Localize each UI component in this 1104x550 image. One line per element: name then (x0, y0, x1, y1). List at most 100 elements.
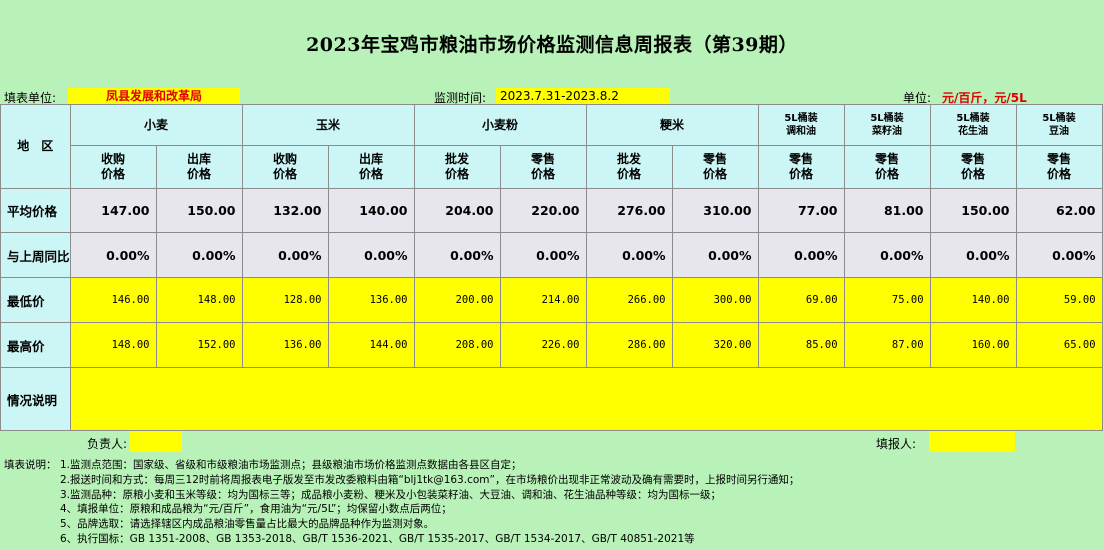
reporter-value (929, 431, 1015, 452)
value-cell: 87.00 (843, 322, 931, 368)
note-line: 6、执行国标：GB 1351-2008、GB 1353-2018、GB/T 15… (4, 532, 1100, 547)
measure-label: 单位: (903, 91, 932, 105)
measure-value: 元/百斤，元/5L (942, 91, 1027, 105)
value-cell: 0.00% (843, 232, 931, 278)
value-cell: 0.00% (155, 232, 243, 278)
value-cell: 226.00 (499, 322, 587, 368)
value-cell: 0.00% (929, 232, 1017, 278)
sub-header: 零售 价格 (499, 145, 587, 189)
value-cell: 77.00 (757, 188, 845, 233)
table-row: 最低价 146.00 148.00 128.00 136.00 200.00 214.00 2… (0, 277, 1103, 323)
period-value: 2023.7.31-2023.8.2 (496, 88, 670, 104)
oil-header: 5L桶装 花生油 (929, 104, 1017, 146)
note-line: 填表说明： 1.监测点范围：国家级、省级和市级粮油市场监测点；县级粮油市场价格监测… (4, 458, 1100, 473)
value-cell: 0.00% (413, 232, 501, 278)
note-line: 2.报送时间和方式：每周三12时前将周报表电子版发至市发改委粮料由箱“blj1t… (4, 473, 1100, 488)
notes-block: 填表说明： 1.监测点范围：国家级、省级和市级粮油市场监测点；县级粮油市场价格监测… (4, 458, 1100, 547)
table-row: 平均价格 147.00 150.00 132.00 140.00 204.00 220.00… (0, 188, 1103, 233)
header-row-groups: 地 区小麦 玉米 小麦粉 粳米 5L桶装 调和油 5L桶装 菜籽油 5L桶装 花生油 5L桶装… (0, 104, 1103, 189)
sub-header: 零售 价格 (757, 145, 845, 189)
value-cell: 140.00 (327, 188, 415, 233)
value-cell: 150.00 (929, 188, 1017, 233)
note-text: 6、执行国标：GB 1351-2008、GB 1353-2018、GB/T 15… (60, 532, 695, 545)
row-label: 与上周同比 (0, 232, 71, 278)
value-cell: 148.00 (155, 277, 243, 323)
group-header: 小麦 (69, 104, 243, 146)
value-cell: 148.00 (69, 322, 157, 368)
value-cell: 147.00 (69, 188, 157, 233)
value-cell: 200.00 (413, 277, 501, 323)
note-text: 3.监测品种：原粮小麦和玉米等级：均为国标三等；成品粮小麦粉、粳米及小包装菜籽油… (60, 488, 722, 501)
value-cell: 160.00 (929, 322, 1017, 368)
value-cell: 0.00% (585, 232, 673, 278)
value-cell: 0.00% (757, 232, 845, 278)
sub-header: 收购 价格 (241, 145, 329, 189)
group-header: 小麦粉 (413, 104, 587, 146)
note-text: 5、品牌选取：请选择辖区内成品粮油零售量占比最大的品牌品种作为监测对象。 (60, 518, 435, 531)
note-text: 4、填报单位：原粮和成品粮为“元/百斤”，食用油为“元/5L”；均保留小数点后两… (60, 503, 452, 516)
header-row-subs: 收购 价格 出库 价格 收购 价格 出库 价格 批发 价格 零售 价格 批发 价格 零售 价格… (1, 145, 1103, 189)
responsible-label: 负责人: (87, 437, 128, 451)
sub-header: 零售 价格 (1015, 145, 1103, 189)
row-label: 最高价 (0, 322, 71, 368)
group-header: 粳米 (585, 104, 759, 146)
row-label: 平均价格 (0, 188, 71, 233)
sub-header: 零售 价格 (929, 145, 1017, 189)
value-cell: 0.00% (69, 232, 157, 278)
region-header: 地 区 (0, 104, 71, 189)
sub-header: 零售 价格 (671, 145, 759, 189)
remarks-value (69, 367, 1103, 431)
note-text: 2.报送时间和方式：每周三12时前将周报表电子版发至市发改委粮料由箱“blj1t… (60, 473, 800, 486)
sub-header: 出库 价格 (155, 145, 243, 189)
value-cell: 136.00 (241, 322, 329, 368)
value-cell: 75.00 (843, 277, 931, 323)
sub-header: 零售 价格 (843, 145, 931, 189)
value-cell: 62.00 (1015, 188, 1103, 233)
value-cell: 266.00 (585, 277, 673, 323)
value-cell: 0.00% (671, 232, 759, 278)
value-cell: 136.00 (327, 277, 415, 323)
value-cell: 208.00 (413, 322, 501, 368)
value-cell: 152.00 (155, 322, 243, 368)
report-title: 2023年宝鸡市粮油市场价格监测信息周报表（第39期） (306, 34, 798, 56)
value-cell: 204.00 (413, 188, 501, 233)
sub-header: 出库 价格 (327, 145, 415, 189)
value-cell: 140.00 (929, 277, 1017, 323)
note-text: 1.监测点范围：国家级、省级和市级粮油市场监测点；县级粮油市场价格监测点数据由各… (60, 459, 522, 471)
sub-header: 收购 价格 (69, 145, 157, 189)
period-label: 监测时间: (434, 91, 487, 105)
value-cell: 320.00 (671, 322, 759, 368)
remarks-label: 情况说明 (0, 367, 71, 431)
note-line: 4、填报单位：原粮和成品粮为“元/百斤”，食用油为“元/5L”；均保留小数点后两… (4, 502, 1100, 517)
group-header: 玉米 (241, 104, 415, 146)
value-cell: 85.00 (757, 322, 845, 368)
value-cell: 65.00 (1015, 322, 1103, 368)
remarks-row: 情况说明 (0, 367, 1103, 431)
note-line: 5、品牌选取：请选择辖区内成品粮油零售量占比最大的品牌品种作为监测对象。 (4, 517, 1100, 532)
value-cell: 150.00 (155, 188, 243, 233)
table-row: 与上周同比 0.00% 0.00% 0.00% 0.00% 0.00% 0.00% 0.00%… (0, 232, 1103, 278)
price-table: 地 区小麦 玉米 小麦粉 粳米 5L桶装 调和油 5L桶装 菜籽油 5L桶装 花生油 5L桶装… (0, 104, 1103, 431)
responsible-value (130, 431, 182, 452)
value-cell: 146.00 (69, 277, 157, 323)
sub-header: 批发 价格 (585, 145, 673, 189)
value-cell: 0.00% (241, 232, 329, 278)
reporter-label: 填报人: (876, 437, 917, 451)
value-cell: 144.00 (327, 322, 415, 368)
value-cell: 286.00 (585, 322, 673, 368)
oil-header: 5L桶装 调和油 (757, 104, 845, 146)
value-cell: 128.00 (241, 277, 329, 323)
value-cell: 0.00% (1015, 232, 1103, 278)
value-cell: 0.00% (499, 232, 587, 278)
value-cell: 310.00 (671, 188, 759, 233)
value-cell: 0.00% (327, 232, 415, 278)
value-cell: 81.00 (843, 188, 931, 233)
note-line: 3.监测品种：原粮小麦和玉米等级：均为国标三等；成品粮小麦粉、粳米及小包装菜籽油… (4, 488, 1100, 503)
unit-label: 填表单位: (4, 91, 57, 105)
row-label: 最低价 (0, 277, 71, 323)
value-cell: 276.00 (585, 188, 673, 233)
value-cell: 300.00 (671, 277, 759, 323)
value-cell: 69.00 (757, 277, 845, 323)
value-cell: 132.00 (241, 188, 329, 233)
table-row: 最高价 148.00 152.00 136.00 144.00 208.00 226.00 2… (0, 322, 1103, 368)
